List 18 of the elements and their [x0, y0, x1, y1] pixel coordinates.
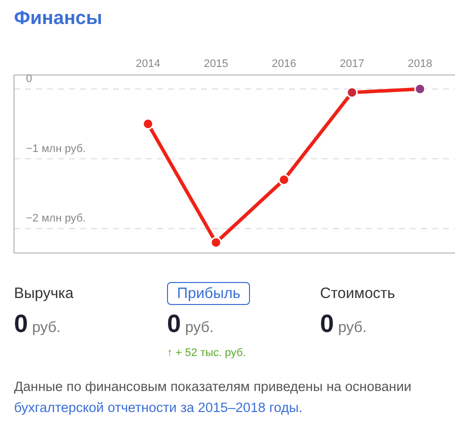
text: 0 руб. — [320, 310, 367, 338]
chart-title: Финансы — [14, 8, 102, 30]
text: бухгалтерской отчетности за 2015–2018 годы. — [14, 400, 302, 415]
x-tick-label: 2018 — [408, 58, 432, 70]
x-tick-label: 2016 — [272, 58, 296, 70]
y-tick-label: −1 млн руб. — [26, 142, 86, 155]
y-tick-label: −2 млн руб. — [26, 212, 86, 225]
text: 0 руб. — [14, 310, 61, 338]
text: Стоимость — [320, 285, 396, 302]
text: ↑ + 52 тыс. руб. — [167, 347, 246, 359]
y-tick-label: 0 — [26, 72, 32, 85]
x-tick-label: 2015 — [204, 58, 228, 70]
x-tick-label: 2014 — [136, 58, 160, 70]
text: Данные по финансовым показателям приведены на основании — [14, 379, 412, 394]
text: Выручка — [14, 285, 74, 302]
text: 0 руб. — [167, 310, 214, 338]
x-tick-label: 2017 — [340, 58, 364, 70]
text: Прибыль — [167, 282, 250, 305]
